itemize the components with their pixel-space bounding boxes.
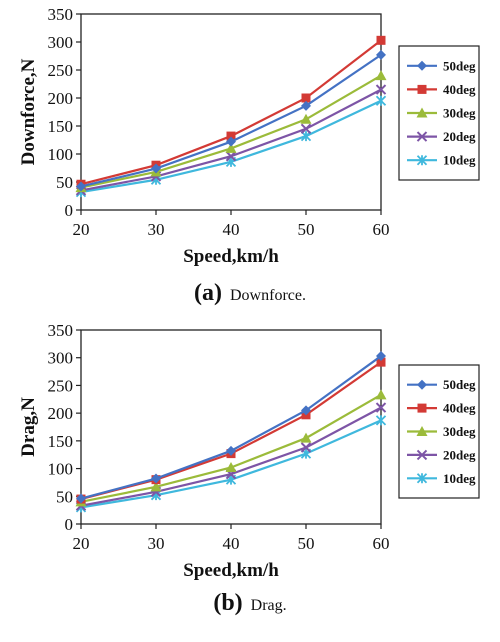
legend-label-20deg: 20deg [443,447,476,462]
y-tick-label: 150 [48,117,74,136]
data-point-40deg [301,93,311,103]
y-tick-label: 0 [65,515,74,534]
legend-label-10deg: 10deg [443,471,476,486]
y-tick-label: 100 [48,460,74,479]
x-axis-label: Speed,km/h [183,560,279,581]
data-point-40deg [376,35,386,45]
drag-caption: (b) Drag. [0,590,500,617]
legend-label-40deg: 40deg [443,82,476,97]
y-axis-label: Drag,N [18,397,39,457]
legend-label-30deg: 30deg [443,424,476,439]
legend-marker-40deg [417,84,427,94]
data-point-20deg [375,84,387,95]
y-tick-label: 0 [65,201,74,220]
data-point-40deg [226,131,236,141]
y-tick-label: 350 [48,321,74,340]
data-point-20deg [300,123,312,135]
legend-label-30deg: 30deg [443,106,476,121]
legend-label-40deg: 40deg [443,401,476,416]
y-tick-label: 200 [48,404,74,423]
data-point-50deg [301,405,311,416]
downforce-chart: 0 50 100 150 200 250 300 350 20 30 40 50 60 Speed,km/… [18,5,480,267]
downforce-caption: (a) Downforce. [0,280,500,307]
legend-label-10deg: 10deg [443,153,476,168]
legend-marker-10deg [416,155,428,166]
legend-label-20deg: 20deg [443,129,476,144]
data-point-30deg [150,481,162,492]
series-30deg [75,389,387,507]
caption-text-a: Downforce. [230,287,306,304]
data-point-50deg [76,493,86,504]
data-point-30deg [225,142,237,153]
legend: 50deg 40deg 30deg 20deg 10deg [398,364,480,499]
x-tick-label: 40 [223,534,240,553]
legend-marker-20deg [416,449,428,461]
data-point-50deg [226,136,236,147]
data-point-30deg [375,389,387,400]
y-tick-label: 100 [48,145,74,164]
series-50deg [76,49,386,192]
data-point-20deg [300,442,312,453]
legend-label-50deg: 50deg [443,58,476,73]
y-tick-label: 300 [48,349,74,368]
legend-marker-50deg [417,60,427,71]
x-tick-label: 60 [373,220,390,239]
series-50deg [76,351,386,504]
data-point-50deg [301,100,311,111]
x-tick-label: 60 [373,534,390,553]
y-axis-label: Downforce,N [18,58,39,165]
x-tick-label: 50 [298,534,315,553]
data-point-50deg [376,351,386,362]
data-point-30deg [375,70,387,81]
y-tick-label: 350 [48,5,74,24]
caption-letter-a: (a) [194,280,222,306]
data-point-20deg [225,151,237,162]
data-point-50deg [151,473,161,484]
data-point-50deg [151,163,161,174]
data-point-30deg [300,113,312,124]
x-tick-label: 30 [148,220,165,239]
data-point-10deg [375,415,387,426]
data-point-50deg [76,181,86,192]
data-point-40deg [376,357,386,367]
drag-chart-panel: 0 50 100 150 200 250 300 350 20 30 40 50 60 Speed,km/… [0,320,500,642]
caption-text-b: Drag. [250,597,287,614]
data-point-30deg [225,461,237,472]
plot-area-frame [80,329,382,525]
legend-marker-30deg [416,107,428,118]
caption-letter-b: (b) [213,590,243,616]
y-tick-label: 50 [56,487,73,506]
y-tick-label: 200 [48,89,74,108]
legend-marker-10deg [416,473,428,484]
x-tick-label: 20 [73,220,90,239]
drag-chart: 0 50 100 150 200 250 300 350 20 30 40 50 60 Speed,km/… [18,321,480,581]
data-point-10deg [375,95,387,106]
legend-marker-40deg [417,403,427,413]
downforce-chart-panel: 0 50 100 150 200 250 300 350 20 30 40 50 60 Speed,km/… [0,0,500,320]
data-point-20deg [375,402,387,413]
y-tick-label: 300 [48,33,74,52]
y-tick-label: 150 [48,432,74,451]
legend-marker-20deg [416,131,428,142]
data-point-50deg [226,445,236,456]
x-tick-label: 40 [223,220,240,239]
data-point-30deg [300,432,312,443]
y-tick-label: 250 [48,61,74,80]
legend-marker-30deg [416,426,428,436]
x-tick-label: 50 [298,220,315,239]
data-point-50deg [376,49,386,60]
x-tick-label: 20 [73,534,90,553]
y-tick-label: 50 [56,173,73,192]
legend-label-50deg: 50deg [443,377,476,392]
x-tick-label: 30 [148,534,165,553]
legend: 50deg 40deg 30deg 20deg 10deg [398,45,480,181]
x-axis-label: Speed,km/h [183,246,279,267]
legend-marker-50deg [417,379,427,390]
series-30deg [75,70,387,193]
y-tick-label: 250 [48,376,74,395]
